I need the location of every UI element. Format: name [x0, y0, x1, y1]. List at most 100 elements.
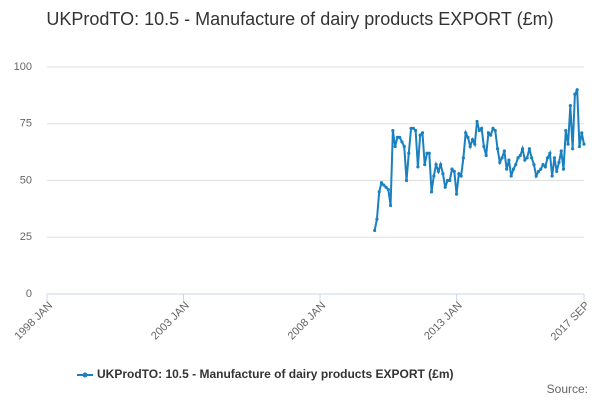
point [548, 151, 552, 155]
point [536, 169, 541, 174]
point [505, 167, 509, 171]
point [443, 185, 447, 189]
point [459, 174, 463, 178]
point [477, 128, 481, 133]
point [452, 169, 456, 174]
point [423, 163, 427, 167]
chart-title: UKProdTO: 10.5 - Manufacture of dairy pr… [46, 9, 554, 29]
point [480, 126, 484, 130]
point [464, 131, 468, 135]
point [473, 142, 477, 146]
point [482, 144, 486, 149]
y-tick-label: 25 [20, 231, 32, 243]
point [429, 190, 434, 194]
point [425, 151, 429, 155]
legend-label: UKProdTO: 10.5 - Manufacture of dairy pr… [97, 367, 454, 381]
point [539, 167, 543, 171]
point [532, 163, 536, 167]
point [418, 133, 422, 137]
point [398, 135, 402, 139]
point [457, 172, 461, 176]
point [475, 119, 479, 124]
point [568, 103, 572, 108]
point [439, 163, 443, 167]
point [543, 165, 547, 169]
point [520, 147, 525, 151]
point [516, 156, 520, 160]
point [395, 135, 400, 139]
y-tick-label: 100 [14, 61, 32, 73]
point [575, 88, 579, 92]
point [557, 160, 561, 164]
point [384, 185, 388, 189]
point [561, 167, 566, 171]
point [432, 174, 436, 178]
point [571, 147, 575, 151]
series-line [373, 89, 585, 231]
legend-marker [82, 372, 88, 378]
point [514, 163, 518, 167]
point [534, 174, 538, 178]
point [566, 142, 570, 146]
point [577, 144, 582, 149]
point [527, 147, 531, 151]
point [414, 128, 418, 133]
x-tick-label: 2017 SEP [549, 300, 593, 344]
point [484, 153, 488, 158]
point [498, 160, 502, 164]
y-tick-label: 75 [20, 118, 32, 130]
point [436, 169, 440, 174]
point [495, 147, 500, 151]
point [388, 203, 393, 208]
x-tick-label: 2008 JAN [286, 300, 329, 343]
point [434, 163, 438, 167]
point [502, 149, 506, 153]
point [525, 156, 529, 160]
point [552, 156, 557, 160]
point [523, 158, 527, 162]
point [555, 169, 559, 174]
point [486, 131, 491, 135]
point [511, 167, 516, 171]
point [402, 144, 406, 149]
y-tick-label: 50 [20, 174, 32, 186]
point [489, 133, 493, 137]
x-tick-label: 2003 JAN [149, 300, 192, 343]
point [454, 192, 459, 196]
point [466, 135, 470, 139]
point [541, 163, 545, 167]
point [411, 126, 415, 130]
point [580, 131, 584, 135]
point [507, 158, 511, 162]
point [382, 183, 386, 187]
point [461, 156, 466, 160]
point [441, 172, 445, 176]
point [386, 187, 390, 192]
point [377, 190, 381, 194]
point [564, 128, 568, 133]
y-tick-label: 0 [26, 288, 32, 300]
point [400, 140, 404, 144]
point [450, 167, 454, 171]
point [375, 217, 379, 221]
x-tick-label: 1998 JAN [13, 300, 56, 343]
point [518, 153, 522, 158]
point [448, 178, 452, 183]
point [379, 181, 384, 185]
point [404, 178, 409, 183]
point [445, 178, 450, 183]
point [470, 138, 475, 142]
point [491, 126, 495, 130]
point [407, 151, 411, 155]
point [409, 126, 413, 130]
point [500, 156, 504, 160]
point [420, 131, 425, 135]
point [393, 144, 397, 149]
point [582, 142, 586, 146]
point [373, 228, 377, 233]
point [391, 128, 395, 133]
point [416, 165, 420, 169]
point [545, 156, 550, 160]
